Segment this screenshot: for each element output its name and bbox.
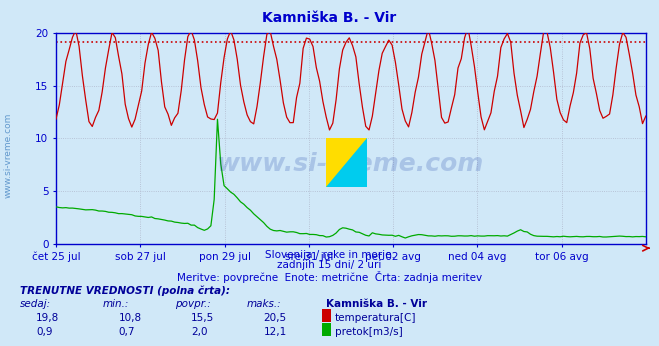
Text: temperatura[C]: temperatura[C]: [335, 313, 416, 323]
Text: www.si-vreme.com: www.si-vreme.com: [3, 113, 13, 198]
Text: 15,5: 15,5: [191, 313, 214, 323]
Text: zadnjih 15 dni/ 2 uri: zadnjih 15 dni/ 2 uri: [277, 260, 382, 270]
Polygon shape: [326, 138, 367, 187]
Text: povpr.:: povpr.:: [175, 299, 210, 309]
Polygon shape: [326, 138, 367, 187]
Text: TRENUTNE VREDNOSTI (polna črta):: TRENUTNE VREDNOSTI (polna črta):: [20, 285, 230, 296]
Text: 19,8: 19,8: [36, 313, 59, 323]
Text: 20,5: 20,5: [264, 313, 287, 323]
Text: Kamniška B. - Vir: Kamniška B. - Vir: [326, 299, 427, 309]
Text: Meritve: povprečne  Enote: metrične  Črta: zadnja meritev: Meritve: povprečne Enote: metrične Črta:…: [177, 271, 482, 283]
Text: maks.:: maks.:: [247, 299, 282, 309]
Text: 10,8: 10,8: [119, 313, 142, 323]
Text: Kamniška B. - Vir: Kamniška B. - Vir: [262, 11, 397, 25]
Text: Slovenija / reke in morje.: Slovenija / reke in morje.: [264, 250, 395, 260]
Text: pretok[m3/s]: pretok[m3/s]: [335, 327, 403, 337]
Text: sedaj:: sedaj:: [20, 299, 51, 309]
Text: 12,1: 12,1: [264, 327, 287, 337]
Text: min.:: min.:: [102, 299, 129, 309]
Text: 2,0: 2,0: [191, 327, 208, 337]
Text: 0,7: 0,7: [119, 327, 135, 337]
Text: 0,9: 0,9: [36, 327, 53, 337]
Text: www.si-vreme.com: www.si-vreme.com: [217, 152, 484, 176]
